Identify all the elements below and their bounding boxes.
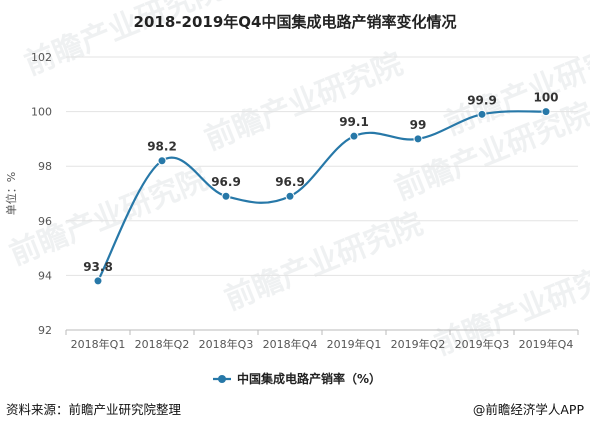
x-tick-label: 2018年Q3: [199, 337, 254, 351]
data-point: [349, 131, 359, 141]
data-point: [541, 107, 551, 117]
data-label: 96.9: [211, 175, 241, 189]
data-label: 98.2: [147, 140, 177, 154]
source-note: 资料来源：前瞻产业研究院整理: [6, 402, 182, 417]
y-tick-label: 92: [38, 324, 52, 337]
data-point: [157, 156, 167, 166]
x-tick-label: 2019年Q4: [519, 337, 574, 351]
y-tick-label: 98: [38, 160, 52, 173]
x-axis: 2018年Q1 2018年Q2 2018年Q3 2018年Q4 2019年Q1 2019年…: [65, 329, 579, 351]
data-point: [413, 134, 423, 144]
brand-credit: @前瞻经济学人APP: [473, 402, 585, 417]
x-tick-label: 2018年Q2: [135, 337, 190, 351]
data-label: 93.8: [83, 260, 113, 274]
data-label: 100: [533, 91, 558, 105]
y-tick-label: 102: [31, 51, 52, 64]
data-point: [285, 191, 295, 201]
chart-title: 2018-2019年Q4中国集成电路产销率变化情况: [134, 13, 457, 31]
x-tick-label: 2019年Q3: [455, 337, 510, 351]
data-label: 99.9: [467, 93, 497, 107]
watermark-text: 前瞻产业研究院: [220, 206, 428, 317]
y-tick-label: 100: [31, 106, 52, 119]
y-axis-label: 单位：%: [4, 172, 18, 215]
legend-label: 中国集成电路产销率（%）: [237, 371, 381, 386]
x-tick-label: 2018年Q1: [71, 337, 126, 351]
data-point: [93, 276, 103, 286]
watermark-text: 前瞻产业研究院: [200, 46, 408, 157]
series-layer: 93.8 98.2 96.9 96.9 99.1 99 99.9 100: [83, 91, 559, 286]
data-point: [477, 109, 487, 119]
y-tick-label: 94: [38, 269, 52, 282]
legend[interactable]: 中国集成电路产销率（%）: [213, 371, 381, 386]
data-label: 96.9: [275, 175, 305, 189]
data-label: 99: [410, 118, 427, 132]
legend-marker: [218, 375, 226, 383]
data-point: [221, 191, 231, 201]
x-tick-label: 2019年Q1: [327, 337, 382, 351]
x-tick-label: 2019年Q2: [391, 337, 446, 351]
data-label: 99.1: [339, 115, 369, 129]
y-axis-ticks: 92 94 96 98 100 102: [31, 51, 52, 337]
x-tick-label: 2018年Q4: [263, 337, 318, 351]
y-tick-label: 96: [38, 215, 52, 228]
